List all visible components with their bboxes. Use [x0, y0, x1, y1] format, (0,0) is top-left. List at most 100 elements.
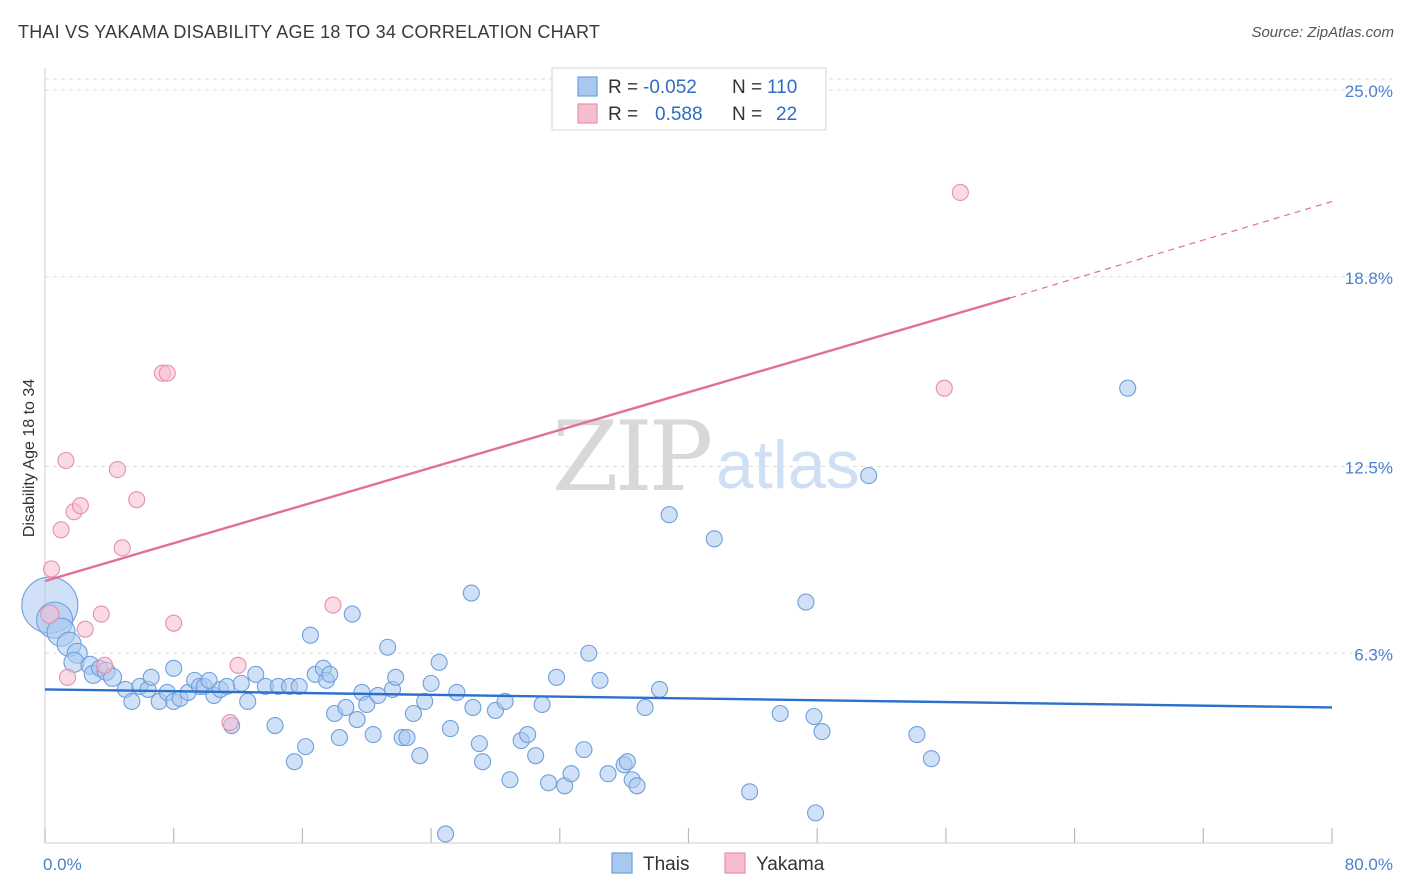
thai-point [591, 671, 609, 689]
thai-point [430, 653, 448, 671]
thai-point [533, 695, 551, 714]
thai-point [474, 753, 492, 771]
legend-yakama-n-value: 22 [776, 104, 797, 125]
legend-thai-r-label: R = [608, 77, 638, 98]
thai-point [437, 825, 455, 843]
y-tick-label: 6.3% [1354, 645, 1393, 664]
thai-point [348, 710, 366, 729]
thai-point [337, 698, 355, 717]
thai-point [422, 674, 440, 692]
yakama-point [76, 620, 94, 638]
thai-point [660, 506, 678, 524]
thai-point [705, 530, 723, 548]
thai-point [297, 738, 315, 756]
watermark: ZIP atlas [552, 401, 860, 513]
yakama-point [57, 451, 75, 470]
thai-point [448, 683, 466, 701]
thai-point [813, 723, 831, 741]
thai-point [462, 584, 480, 602]
thai-point [741, 783, 759, 801]
thai-point [539, 774, 558, 792]
y-axis-label: Disability Age 18 to 34 [21, 379, 38, 537]
thai-point [501, 771, 519, 789]
thai-point [247, 665, 265, 683]
y-tick-label: 25.0% [1345, 82, 1393, 101]
points-layer [21, 183, 1137, 843]
legend-thai-swatch [577, 76, 598, 97]
thai-point [404, 704, 422, 723]
legend-thai-n-value: 110 [767, 77, 797, 98]
thai-point [860, 467, 878, 485]
bottom-legend: Thais Yakama [611, 852, 825, 875]
yakama-point [951, 183, 969, 202]
thai-point [266, 716, 284, 735]
thai-point [807, 804, 825, 822]
thai-point [239, 692, 257, 710]
legend-thai-r-value: -0.052 [643, 77, 697, 98]
thai-point [123, 692, 141, 710]
yakama-point [92, 605, 110, 623]
thai-point [416, 692, 434, 710]
thai-point [908, 726, 926, 744]
thai-point [771, 704, 789, 723]
thai-point [797, 593, 815, 611]
chart-title: THAI VS YAKAMA DISABILITY AGE 18 TO 34 C… [18, 22, 601, 42]
axis-layer [44, 68, 1333, 844]
thai-point [142, 668, 160, 686]
trend-layer [44, 200, 1333, 709]
legend-box [551, 67, 827, 131]
yakama-trend-extension [1010, 200, 1333, 299]
thai-point [562, 765, 580, 783]
thai-point [580, 644, 598, 662]
thai-point [441, 720, 459, 738]
yakama-point [165, 614, 183, 632]
thai-point [575, 741, 593, 759]
y-tick-label: 18.8% [1345, 269, 1393, 288]
thai-point [321, 665, 339, 683]
thai-point [290, 677, 308, 695]
legend-yakama-n-label: N = [732, 104, 762, 125]
thai-point [496, 692, 514, 710]
yakama-point [128, 491, 146, 509]
y-tick-label: 12.5% [1345, 459, 1393, 478]
thai-point [470, 735, 488, 753]
x-tick-label: 0.0% [43, 855, 82, 874]
thai-point [650, 680, 669, 698]
thai-point [301, 626, 319, 644]
thai-point [330, 729, 348, 747]
thai-point [398, 729, 416, 747]
legend-yakama-swatch [577, 103, 598, 124]
thai-point [548, 668, 566, 686]
thai-point [922, 750, 940, 768]
thai-point [285, 753, 303, 771]
bottom-legend-yakama-swatch [724, 852, 746, 874]
bottom-legend-yakama-label: Yakama [756, 854, 825, 875]
thai-point [1119, 379, 1137, 397]
thai-point [411, 747, 429, 765]
legend-thai-n-label: N = [732, 77, 762, 98]
thai-point [358, 695, 376, 714]
watermark-zip: ZIP [552, 401, 711, 513]
bottom-legend-thai-label: Thais [643, 854, 689, 875]
grid-layer [45, 78, 1392, 654]
thai-point [387, 668, 405, 686]
thai-point [618, 753, 636, 771]
yakama-point [108, 460, 126, 479]
yakama-point [52, 521, 70, 539]
thai-point [636, 698, 654, 717]
thai-point [599, 765, 617, 783]
x-tick-label: 80.0% [1345, 855, 1393, 874]
yakama-point [42, 560, 60, 578]
thai-point [165, 659, 183, 677]
thai-trend-line [44, 688, 1333, 709]
yakama-point [113, 539, 131, 557]
legend: R = -0.052 N = 110 R = 0.588 N = 22 [551, 67, 827, 131]
bottom-legend-thai-swatch [611, 852, 633, 874]
legend-yakama-r-value: 0.588 [655, 104, 703, 125]
yakama-point [229, 656, 247, 674]
thai-point [527, 747, 545, 765]
thai-point [464, 698, 482, 717]
yakama-point [935, 379, 953, 397]
labels-layer: 6.3% 12.5% 18.8% 25.0% 0.0% 80.0% [43, 82, 1393, 874]
thai-point [369, 686, 387, 704]
